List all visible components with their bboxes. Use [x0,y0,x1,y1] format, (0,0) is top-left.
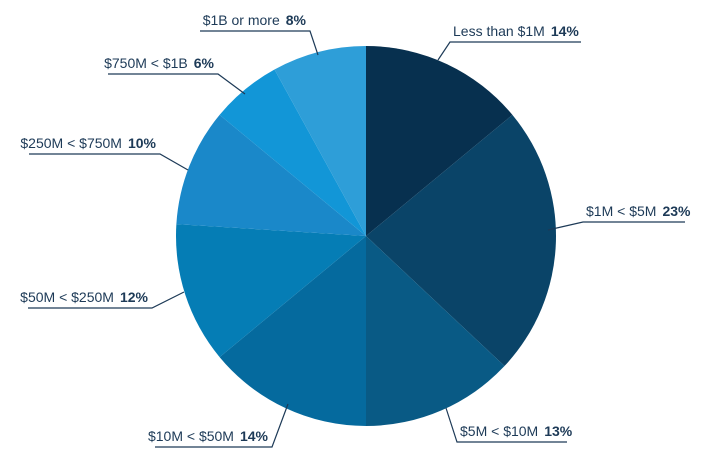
slice-label-name: $1M < $5M [586,203,656,219]
leader-line [29,153,189,171]
pie-slice [219,236,366,426]
slice-label-name: $5M < $10M [460,423,538,439]
leader-line [547,221,685,231]
slice-label: $250M < $750M 10% [20,135,156,151]
slice-label: $750M < $1B 6% [104,55,214,71]
pie-slice [366,46,513,236]
slice-label-percent: 12% [120,289,149,305]
slice-label-name: $750M < $1B [104,55,188,71]
pie-slice [366,114,556,367]
pie-slices [175,46,556,426]
pie-slice [176,114,366,236]
leader-line [200,30,319,56]
slice-label-name: $250M < $750M [20,135,122,151]
pie-slice [274,46,366,236]
leader-line [108,73,246,95]
leader-line [437,41,581,61]
leader-line [155,403,289,448]
slice-label-percent: 13% [544,423,573,439]
slice-label-percent: 14% [551,23,580,39]
slice-label: $10M < $50M 14% [148,428,269,444]
slice-label-name: $1B or more [203,12,280,28]
slice-label-name: $10M < $50M [148,428,234,444]
slice-label-percent: 8% [286,12,307,28]
slice-label-name: Less than $1M [453,23,545,39]
pie-labels: Less than $1M 14% $1M < $5M 23% $5M < $10M 13… [20,12,691,448]
slice-label-percent: 6% [194,55,215,71]
slice-label: $50M < $250M 12% [20,289,148,305]
pie-slice [366,236,505,426]
slice-label: $1B or more 8% [203,12,307,28]
leader-line [28,291,185,309]
slice-label-percent: 14% [240,428,269,444]
leader-line [445,407,567,443]
pie-slice [219,69,366,236]
slice-label-percent: 10% [128,135,157,151]
slice-label-percent: 23% [662,203,691,219]
slice-label: $1M < $5M 23% [586,203,691,219]
pie-slice [175,224,366,358]
slice-label: Less than $1M 14% [453,23,579,39]
slice-label: $5M < $10M 13% [460,423,573,439]
slice-label-name: $50M < $250M [20,289,114,305]
